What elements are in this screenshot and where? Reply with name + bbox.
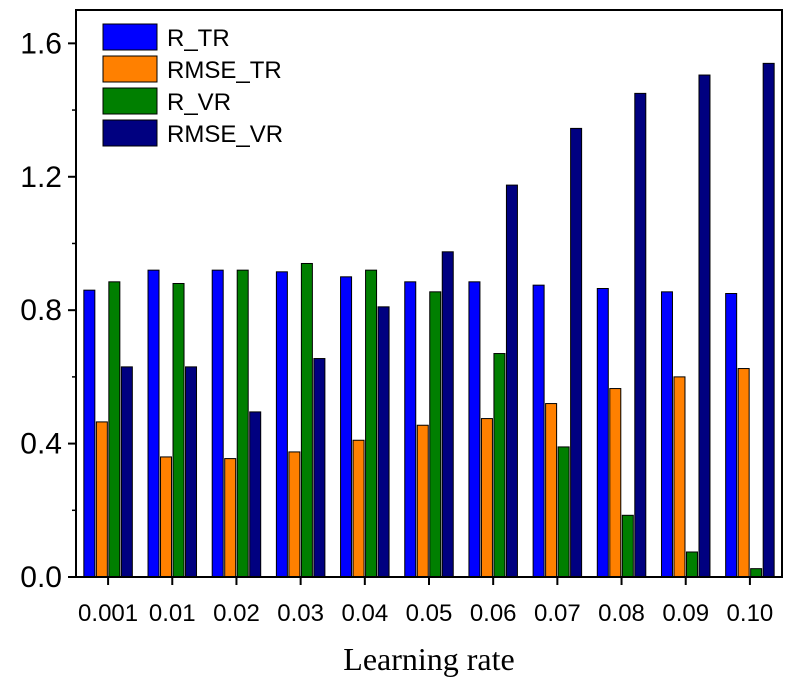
x-tick-label: 0.02 — [213, 600, 260, 627]
x-tick-label: 0.05 — [406, 600, 453, 627]
legend-swatch-r-vr — [102, 87, 158, 115]
x-tick-label: 0.001 — [78, 600, 138, 627]
bar-r-tr-0.03 — [275, 271, 288, 578]
y-tick-label: 0.0 — [20, 561, 62, 594]
legend-swatch-r-tr — [102, 23, 158, 51]
bar-rmse-vr-0.04 — [377, 306, 390, 578]
x-axis: 0.001 0.01 0.02 0.03 0.04 0.05 0.06 0.07 0.08 0.0… — [78, 577, 773, 627]
bar-r-vr-0.07 — [557, 446, 570, 578]
bar-r-vr-0.06 — [493, 353, 506, 578]
y-tick-label: 1.6 — [20, 27, 62, 60]
bar-r-vr-0.01 — [172, 282, 185, 578]
bar-rmse-tr-0.03 — [288, 451, 301, 578]
y-tick-label: 0.8 — [20, 294, 62, 327]
bar-rmse-tr-0.05 — [416, 424, 429, 578]
bar-r-vr-0.08 — [621, 514, 634, 578]
bar-r-vr-0.04 — [365, 269, 378, 578]
bar-r-tr-0.08 — [596, 287, 609, 578]
bar-rmse-vr-0.09 — [698, 74, 711, 578]
legend: R_TR RMSE_TR R_VR RMSE_VR — [102, 23, 283, 148]
bar-rmse-tr-0.01 — [160, 456, 173, 578]
bar-r-vr-0.10 — [750, 568, 763, 578]
x-tick-label: 0.07 — [534, 600, 581, 627]
legend-label-r-tr: R_TR — [167, 25, 230, 52]
bar-rmse-tr-0.10 — [737, 368, 750, 578]
x-tick-label: 0.01 — [149, 600, 196, 627]
bar-rmse-tr-0.09 — [673, 376, 686, 578]
x-tick-label: 0.08 — [598, 600, 645, 627]
bar-rmse-vr-0.07 — [570, 127, 583, 578]
x-tick-label: 0.09 — [662, 600, 709, 627]
legend-label-rmse-tr: RMSE_TR — [167, 57, 282, 84]
x-tick-label: 0.10 — [727, 600, 774, 627]
bar-rmse-tr-0.08 — [609, 388, 622, 578]
legend-label-rmse-vr: RMSE_VR — [167, 121, 283, 148]
bar-rmse-vr-0.08 — [634, 92, 647, 578]
bar-rmse-tr-0.06 — [480, 418, 493, 578]
bar-rmse-vr-0.02 — [249, 411, 262, 578]
bar-rmse-vr-0.05 — [441, 251, 454, 578]
bar-r-tr-0.09 — [660, 291, 673, 578]
x-tick-label: 0.03 — [277, 600, 324, 627]
bar-r-vr-0.03 — [300, 262, 313, 578]
x-tick-label: 0.04 — [341, 600, 388, 627]
y-axis: 0.0 0.4 0.8 1.2 1.6 — [20, 27, 76, 594]
bar-rmse-tr-0.02 — [224, 458, 237, 578]
bar-rmse-vr-0.10 — [762, 62, 775, 578]
bar-rmse-tr-0.04 — [352, 439, 365, 578]
bar-r-vr-0.05 — [429, 291, 442, 578]
bar-r-vr-0.09 — [685, 551, 698, 578]
bar-r-tr-0.10 — [725, 293, 738, 578]
legend-swatch-rmse-vr — [102, 119, 158, 147]
legend-swatch-rmse-tr — [102, 55, 158, 83]
x-axis-title: Learning rate — [343, 641, 514, 677]
bar-r-vr-0.02 — [236, 269, 249, 578]
bar-r-tr-0.02 — [211, 269, 224, 578]
bar-r-tr-0.07 — [532, 284, 545, 578]
bar-rmse-vr-0.001 — [120, 366, 133, 578]
bar-r-tr-0.05 — [404, 281, 417, 578]
y-tick-label: 1.2 — [20, 161, 62, 194]
x-tick-label: 0.06 — [470, 600, 517, 627]
bar-r-tr-0.04 — [340, 276, 353, 578]
y-tick-label: 0.4 — [20, 428, 62, 461]
bar-r-vr-0.001 — [108, 281, 121, 578]
bar-r-tr-0.01 — [147, 269, 160, 578]
bar-rmse-tr-0.001 — [95, 421, 108, 578]
legend-label-r-vr: R_VR — [167, 89, 231, 116]
bars-group — [83, 62, 775, 578]
bar-rmse-vr-0.06 — [505, 184, 518, 578]
bar-rmse-vr-0.03 — [313, 358, 326, 578]
bar-r-tr-0.001 — [83, 289, 96, 578]
bar-rmse-vr-0.01 — [185, 366, 198, 578]
bar-r-tr-0.06 — [468, 281, 481, 578]
bar-rmse-tr-0.07 — [545, 403, 558, 578]
